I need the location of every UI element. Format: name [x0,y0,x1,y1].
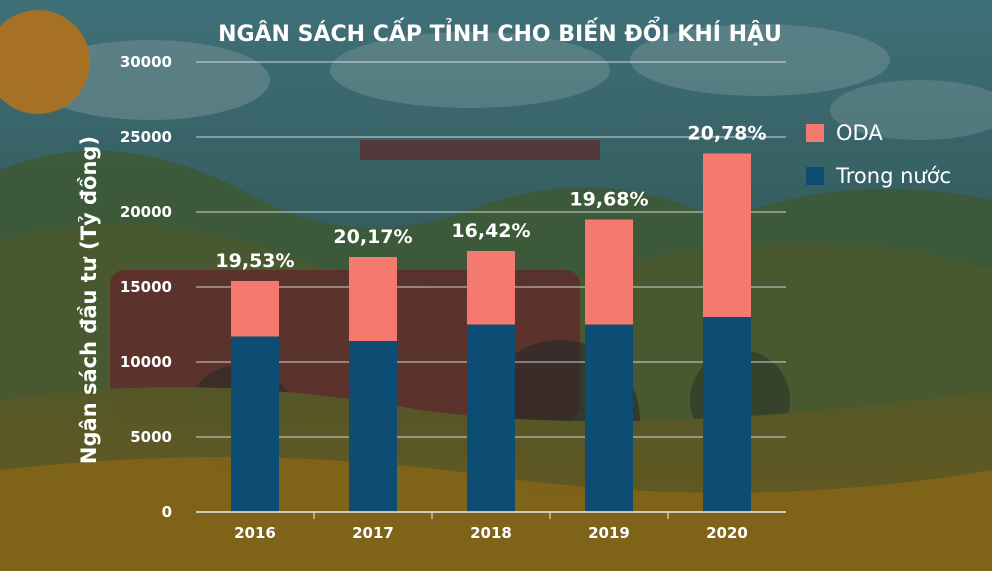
x-tick-label: 2017 [352,524,394,542]
y-tick-label: 15000 [120,278,172,296]
legend-entry: Trong nước [835,164,951,188]
bar-oda [349,257,397,341]
x-axis: 2016 2017 2018 2019 2020 [196,511,786,542]
x-tick-label: 2019 [588,524,630,542]
bar-percent-label: 20,78% [687,123,766,145]
bar-oda [467,251,515,325]
y-tick-label: 25000 [120,128,172,146]
chart-title: NGÂN SÁCH CẤP TỈNH CHO BIẾN ĐỔI KHÍ HẬU [218,17,782,47]
bar-percent-label: 19,68% [569,189,648,211]
legend-swatch [806,167,824,185]
x-tick-label: 2016 [234,524,276,542]
legend-swatch [806,124,824,142]
bar-percent-label: 16,42% [451,220,530,242]
bar-oda [703,153,751,317]
y-tick-label: 0 [162,503,172,521]
bar-percent-label: 19,53% [215,250,294,272]
bar-oda [585,219,633,325]
legend: ODA Trong nước [806,121,951,188]
bar-oda [231,281,279,337]
bar-domestic [585,324,633,512]
legend-entry: ODA [836,121,883,145]
x-tick-label: 2020 [706,524,748,542]
bar-domestic [349,341,397,512]
y-tick-label: 20000 [120,203,172,221]
y-axis: 0 5000 10000 15000 20000 25000 30000 [120,53,172,521]
y-tick-label: 30000 [120,53,172,71]
bar-percent-label: 20,17% [333,226,412,248]
bar-domestic [467,324,515,512]
y-tick-label: 5000 [130,428,172,446]
y-tick-label: 10000 [120,353,172,371]
x-tick-label: 2018 [470,524,512,542]
bar-domestic [703,317,751,512]
bars: 19,53% 20,17% 16,42% 19,68% 20,78% [215,123,767,512]
bar-domestic [231,336,279,512]
y-axis-label: Ngân sách đầu tư (Tỷ đồng) [77,136,101,464]
